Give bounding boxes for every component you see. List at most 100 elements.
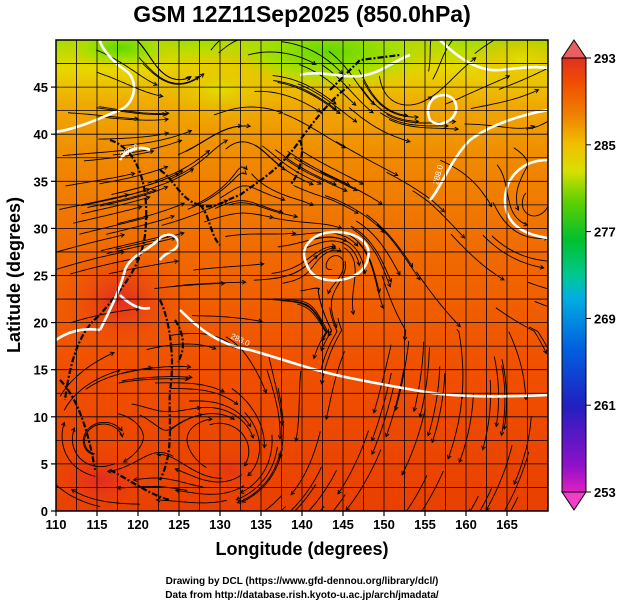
streamline [352,228,391,288]
streamline [107,452,174,472]
y-tick-label: 0 [41,504,48,519]
streamline-arrowhead [119,432,125,438]
y-axis-ticks: 0 5 10 15 20 25 30 35 40 45 [34,80,56,519]
streamline [193,263,264,271]
streamline-arrowhead [235,496,241,501]
streamline-arrowhead [278,209,284,214]
streamline-arrowhead [291,231,297,236]
streamline-arrowhead [122,458,128,463]
streamline [335,141,398,176]
y-tick-label: 35 [34,174,48,189]
y-tick-label: 40 [34,127,48,142]
streamline-arrowhead [280,31,284,35]
streamline-arrowhead [338,69,344,75]
streamline [268,355,283,425]
streamline [325,351,345,420]
streamline [513,147,529,211]
streamline [521,192,548,217]
streamline [236,446,278,501]
streamline [464,123,535,129]
streamline [450,233,505,281]
streamline [83,150,154,162]
streamline-arrowhead [170,214,175,220]
streamline-arrowhead [316,108,322,113]
streamline [175,485,245,495]
streamline [122,130,192,146]
streamline [209,422,250,467]
streamline [416,271,461,328]
streamline [262,298,323,325]
streamline [59,194,129,210]
streamline [388,118,459,130]
streamline-arrowhead [331,243,337,249]
streamline [345,449,382,511]
streamline-arrowhead [290,490,295,496]
streamline-arrowhead [294,437,299,443]
streamline-arrowhead [514,206,519,211]
streamline [469,495,479,511]
streamline-arrowhead [237,123,243,129]
streamline-arrowhead [145,195,151,201]
streamline [106,237,176,255]
streamline [97,116,169,121]
streamline [117,413,144,463]
streamline [155,382,225,393]
streamline-arrowhead [197,405,202,411]
streamline [186,418,212,468]
streamline [298,64,357,106]
streamline [99,186,168,207]
streamline [70,257,139,275]
streamline-arrowhead [320,346,325,352]
credit-drawing: Drawing by DCL (https://www.gfd-dennou.o… [166,576,439,587]
x-tick-label: 145 [332,517,354,532]
colorbar-max-arrow [561,39,587,59]
streamline [225,336,267,394]
streamline-arrowhead [186,76,192,81]
colorbar-scale [561,57,587,493]
streamline [290,431,321,495]
streamline-arrowhead [440,551,444,555]
streamline-arrowhead [351,101,357,106]
streamline-arrowhead [532,19,536,23]
streamline-arrowhead [319,379,325,385]
streamline-arrowhead [223,199,229,204]
streamline [474,40,496,54]
y-tick-label: 45 [34,80,48,95]
streamline [128,168,194,196]
streamline-arrowhead [336,247,342,252]
streamline-arrowhead [293,213,299,219]
streamline-arrowhead [481,552,485,556]
streamline-arrowhead [543,349,548,355]
streamline [534,300,548,307]
streamline-arrowhead [456,543,460,547]
streamline [482,379,492,450]
streamline [240,434,273,494]
streamline [360,86,419,122]
x-tick-label: 160 [455,517,477,532]
streamline [282,249,342,284]
streamline-arrowhead [199,73,205,78]
streamline [492,202,548,239]
streamline-arrowhead [385,432,390,438]
streamline [526,120,548,130]
streamline [254,90,321,113]
streamline [496,164,528,226]
x-tick-label: 140 [291,517,313,532]
streamline [273,80,337,110]
streamline-arrowhead [149,149,155,155]
isotherm-contours [56,40,548,398]
streamline-arrowhead [456,322,461,328]
streamline [219,185,285,201]
streamline-arrowhead [106,469,112,474]
streamline-arrowhead [124,193,130,198]
streamline [157,454,223,479]
streamline [358,69,408,117]
streamline [225,141,286,171]
streamline [131,403,201,413]
streamline [56,484,101,508]
streamline [501,359,508,430]
streamline [482,234,544,269]
colorbar: 293 285 277 269 261 253 [561,39,616,511]
streamline-arrowhead [71,489,76,494]
streamline [204,212,274,223]
